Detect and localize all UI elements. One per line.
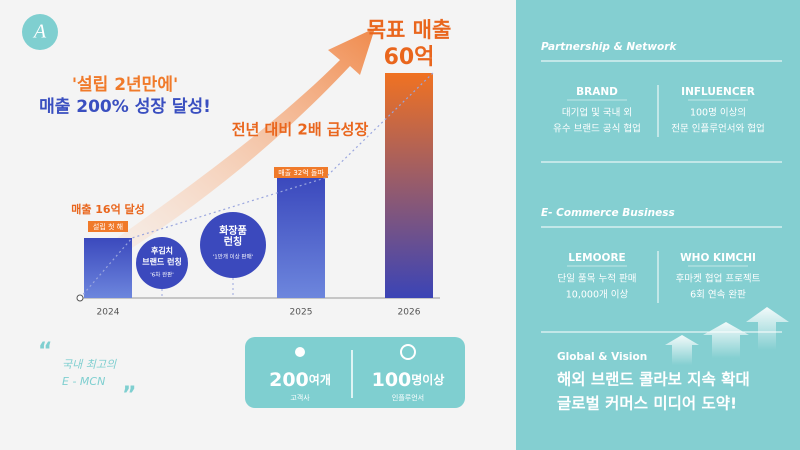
- value-label: 매출 32억 돌파: [278, 168, 324, 177]
- vision-title: Global & Vision: [557, 351, 647, 363]
- trend-start: [76, 294, 84, 302]
- chart: 2024 매출 16억 달성 2025 매출 32억 돌파 2026 목표 매출 60억설립…: [71, 18, 451, 318]
- bar: [277, 178, 325, 298]
- section-title: Partnership & Network: [541, 41, 677, 53]
- stat-label: 인플루언서: [392, 393, 424, 402]
- quote-line: 국내 최고의: [62, 358, 117, 371]
- bar: [385, 73, 433, 298]
- milestone-title: 런칭: [224, 235, 242, 248]
- item-line: 100명 이상의: [690, 108, 746, 119]
- item-head: INFLUENCER: [681, 86, 755, 98]
- stat-number: 100: [372, 369, 412, 391]
- target-title: 목표 매출: [367, 18, 452, 42]
- milestone-title: 후김치: [151, 246, 173, 256]
- item-line: 10,000개 이상: [566, 290, 629, 301]
- stat-label: 고객사: [290, 393, 310, 402]
- bar: [84, 238, 132, 298]
- stat-value: 100명이상: [372, 369, 445, 391]
- item-line: 유수 브랜드 공식 협업: [553, 123, 641, 135]
- headline-1: '설립 2년만에': [72, 75, 178, 95]
- milestone-circle: [200, 212, 266, 278]
- stat-unit: 여개: [309, 372, 331, 387]
- right-panel: Partnership & Network BRAND 대기업 및 국내 외유수 브…: [541, 41, 782, 413]
- logo-text: A: [32, 21, 47, 43]
- quote-mark: ”: [122, 383, 136, 408]
- quote-line: E - MCN: [62, 375, 105, 388]
- x-tick-label: 2024: [97, 308, 120, 318]
- item-line: 단일 품목 누적 판매: [558, 273, 637, 285]
- milestone-title: 화장품: [219, 224, 247, 237]
- item-line: 대기업 및 국내 외: [562, 107, 632, 119]
- trend-line: [79, 72, 434, 299]
- badge-icon: [400, 344, 416, 360]
- x-tick-label: 2026: [398, 308, 421, 318]
- up-arrow: [665, 335, 699, 365]
- milestone-title: 브랜드 런칭: [142, 257, 182, 267]
- stat-number: 200: [269, 369, 309, 391]
- milestone-title: 설립 첫 해: [93, 222, 123, 231]
- vision-line: 글로벌 커머스 미디어 도약!: [557, 394, 737, 413]
- section-title: E- Commerce Business: [541, 207, 675, 219]
- item-line: 후마켓 협업 프로젝트: [676, 273, 761, 285]
- stat-unit: 명이상: [411, 372, 444, 387]
- vision-line: 해외 브랜드 콜라보 지속 확대: [557, 370, 750, 389]
- value-label: 60억: [384, 45, 435, 70]
- up-arrow: [746, 307, 789, 350]
- milestone-note: '1만개 이상 판매': [213, 253, 253, 261]
- people-icon: [295, 347, 305, 357]
- growth-arrow: [100, 28, 375, 262]
- item-line: 6회 연속 완판: [690, 290, 746, 301]
- up-arrow: [703, 322, 749, 358]
- growth-note: 전년 대비 2배 급성장: [232, 121, 369, 139]
- item-head: LEMOORE: [568, 252, 625, 264]
- milestone-note: '6차 완판': [150, 271, 173, 279]
- headline-2: 매출 200% 성장 달성!: [39, 96, 211, 117]
- stat-value: 200여개: [269, 369, 331, 391]
- item-head: BRAND: [576, 86, 618, 98]
- right-bg: [516, 0, 800, 450]
- item-line: 전문 인플루언서와 협업: [671, 123, 764, 135]
- logo: [22, 14, 58, 50]
- label-badge: [274, 167, 328, 178]
- milestone-circle: [136, 237, 188, 289]
- item-head: WHO KIMCHI: [680, 252, 756, 264]
- milestone-badge: [88, 221, 128, 232]
- quote-mark: “: [38, 339, 52, 364]
- value-label: 매출 16억 달성: [71, 202, 145, 216]
- x-tick-label: 2025: [290, 308, 313, 318]
